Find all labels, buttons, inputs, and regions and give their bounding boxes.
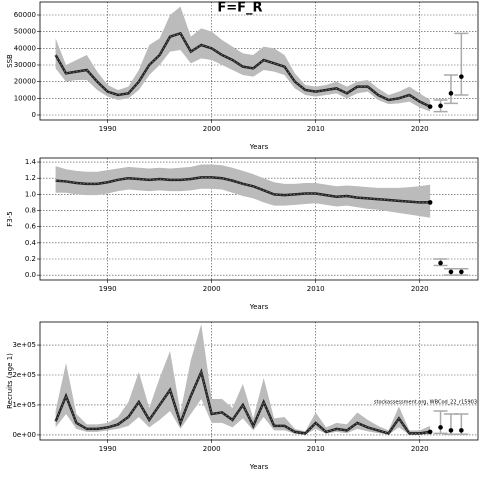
projection-point bbox=[459, 428, 464, 433]
y-tick-label: 3e+05 bbox=[12, 341, 36, 349]
x-tick-label: 2020 bbox=[411, 125, 429, 133]
x-axis-label: Years bbox=[249, 463, 269, 471]
plot-frame bbox=[39, 321, 479, 441]
y-tick-label: 0e+00 bbox=[12, 431, 36, 439]
y-tick-label: 30000 bbox=[14, 61, 36, 69]
x-axis-label: Years bbox=[249, 303, 269, 311]
y-axis-label: Recruits (age 1) bbox=[6, 353, 14, 409]
x-tick-label: 1990 bbox=[99, 125, 117, 133]
x-axis-label: Years bbox=[249, 143, 269, 151]
y-tick-label: 40000 bbox=[14, 44, 36, 52]
annotation: stockassessment.org, WBCod_22_r15903 bbox=[374, 399, 477, 405]
error-bar bbox=[454, 32, 469, 96]
projection-point bbox=[438, 425, 443, 430]
x-tick-label: 2010 bbox=[307, 125, 325, 133]
x-tick-label: 2010 bbox=[307, 445, 325, 453]
projection-point bbox=[448, 91, 454, 96]
y-tick-label: 20000 bbox=[14, 78, 36, 86]
end-point bbox=[427, 429, 433, 435]
x-tick-label: 2020 bbox=[411, 445, 429, 453]
y-tick-label: 0.8 bbox=[25, 207, 36, 215]
y-tick-label: 0.4 bbox=[25, 239, 37, 247]
confidence-band bbox=[55, 324, 431, 435]
chart-title: F=F_R bbox=[217, 1, 262, 16]
y-tick-label: 0.6 bbox=[25, 223, 37, 231]
projection-point bbox=[459, 269, 464, 275]
projection-point bbox=[448, 428, 454, 433]
x-tick-label: 2000 bbox=[203, 445, 221, 453]
x-tick-label: 1990 bbox=[99, 285, 117, 293]
projection-point bbox=[448, 269, 454, 275]
projection-point bbox=[438, 260, 443, 266]
y-tick-label: 1.4 bbox=[25, 158, 37, 166]
estimate-line-dash bbox=[55, 177, 431, 203]
plot-frame bbox=[39, 157, 479, 281]
y-axis-label: F3-5 bbox=[6, 211, 14, 226]
x-tick-label: 2020 bbox=[411, 285, 429, 293]
end-point bbox=[427, 104, 433, 109]
y-tick-label: 2e+05 bbox=[12, 371, 36, 379]
x-tick-label: 2010 bbox=[307, 285, 325, 293]
error-bar bbox=[443, 74, 458, 105]
y-tick-label: 1e+05 bbox=[12, 401, 36, 409]
projection-point bbox=[459, 74, 464, 79]
plot-frame bbox=[39, 1, 479, 121]
estimate-line-dash bbox=[55, 32, 431, 107]
x-tick-label: 2000 bbox=[203, 125, 221, 133]
y-tick-label: 0 bbox=[32, 111, 36, 119]
y-tick-label: 50000 bbox=[14, 28, 36, 36]
projection-point bbox=[438, 103, 443, 109]
y-tick-label: 10000 bbox=[14, 94, 36, 102]
y-tick-label: 1.2 bbox=[25, 174, 36, 182]
confidence-band bbox=[55, 6, 431, 112]
confidence-band bbox=[55, 164, 431, 218]
x-tick-label: 1990 bbox=[99, 445, 117, 453]
y-axis-label: SSB bbox=[6, 54, 14, 68]
estimate-line bbox=[54, 368, 431, 435]
y-tick-label: 1.0 bbox=[25, 190, 36, 198]
x-tick-label: 2000 bbox=[203, 285, 221, 293]
end-point bbox=[427, 200, 433, 205]
y-tick-label: 60000 bbox=[14, 11, 36, 19]
y-tick-label: 0.2 bbox=[25, 255, 36, 263]
y-tick-label: 0.0 bbox=[25, 271, 36, 279]
